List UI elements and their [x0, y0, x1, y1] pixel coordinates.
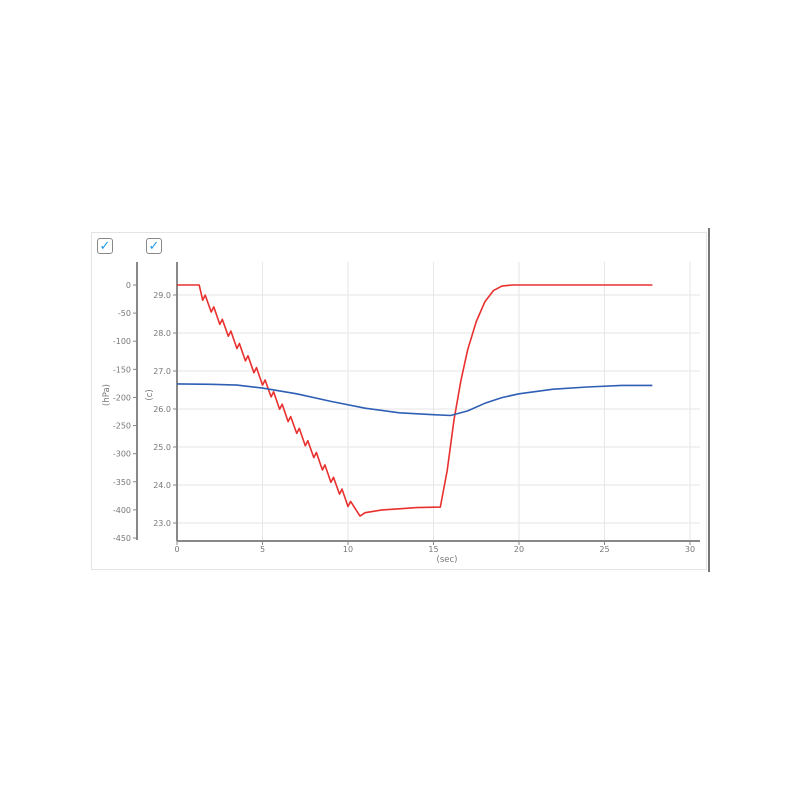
right-y-axis-label: (c): [145, 389, 155, 400]
right-y-tick-label: 24.0: [153, 481, 171, 490]
x-tick-label: 25: [599, 545, 609, 554]
chart-panel: [91, 232, 707, 570]
x-tick-label: 0: [174, 545, 179, 554]
right-y-tick-label: 25.0: [153, 443, 171, 452]
checkmark-icon: ✓: [148, 238, 160, 254]
left-y-tick-label: -400: [113, 506, 131, 515]
left-y-tick-label: 0: [126, 281, 131, 290]
x-tick-label: 5: [260, 545, 265, 554]
right-y-tick-label: 26.0: [153, 405, 171, 414]
temperature-series-checkbox[interactable]: ✓: [146, 238, 162, 254]
x-tick-label: 15: [428, 545, 438, 554]
left-y-axis-label: (hPa): [102, 384, 112, 406]
checkmark-icon: ✓: [99, 238, 111, 254]
left-y-tick-label: -50: [118, 309, 131, 318]
right-y-tick-label: 28.0: [153, 329, 171, 338]
right-y-tick-label: 29.0: [153, 291, 171, 300]
x-tick-label: 10: [343, 545, 353, 554]
x-tick-label: 30: [685, 545, 695, 554]
panel-divider: [708, 228, 710, 572]
left-y-tick-label: -450: [113, 534, 131, 543]
left-y-tick-label: -250: [113, 422, 131, 431]
x-tick-label: 20: [514, 545, 524, 554]
left-y-tick-label: -200: [113, 393, 131, 402]
right-y-tick-label: 27.0: [153, 367, 171, 376]
x-axis-label: (sec): [437, 555, 458, 565]
right-y-tick-label: 23.0: [153, 519, 171, 528]
left-y-tick-label: -100: [113, 337, 131, 346]
pressure-series-line: [177, 284, 653, 517]
pressure-series-checkbox[interactable]: ✓: [97, 238, 113, 254]
temperature-series-line: [176, 383, 653, 417]
left-y-tick-label: -300: [113, 450, 131, 459]
left-y-tick-label: -150: [113, 365, 131, 374]
left-y-tick-label: -350: [113, 478, 131, 487]
